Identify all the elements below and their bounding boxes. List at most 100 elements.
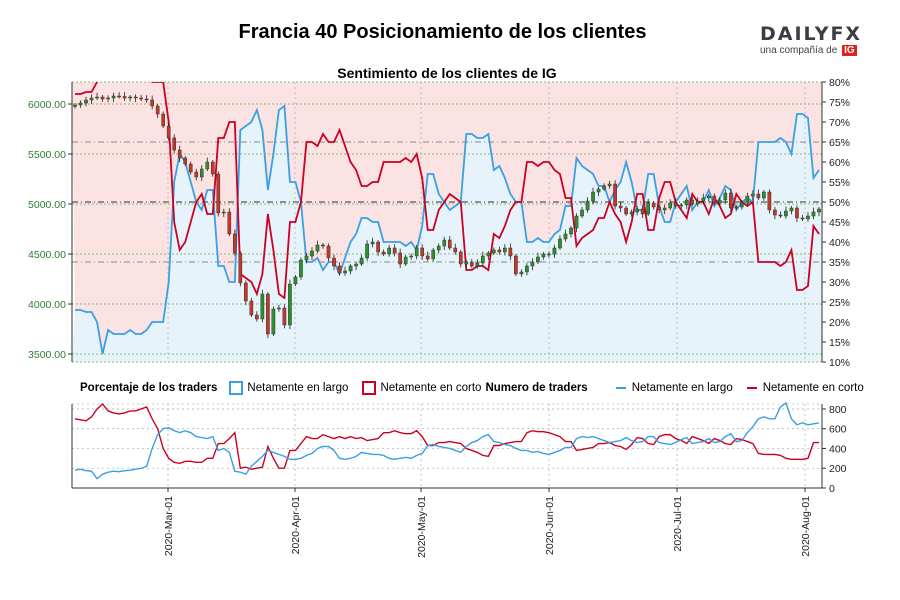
candle-body [73, 104, 77, 107]
candle-body [398, 252, 402, 265]
candle-body [806, 215, 810, 220]
price-tick-label: 4500.00 [28, 249, 66, 261]
candle-body [84, 99, 88, 104]
candle-body [403, 256, 408, 265]
legend-item-count-long: Netamente en largo [615, 382, 733, 394]
candle-body [800, 217, 805, 220]
legend-short-swatch [362, 381, 377, 395]
candle-body [547, 253, 551, 256]
candle-body [233, 233, 237, 254]
candle-body [729, 192, 733, 209]
candle-body [525, 265, 529, 273]
candle-body [662, 207, 667, 211]
pct-long-line [75, 104, 820, 355]
candle-body [381, 251, 386, 255]
x-tick-label: 2020-May-01 [416, 496, 428, 558]
pct-tick-label: 50% [829, 197, 850, 209]
candle-body [172, 137, 177, 151]
candle-body [436, 245, 441, 251]
candle-body [348, 265, 353, 272]
candle-body [756, 193, 761, 199]
pct-tick-label: 20% [829, 317, 850, 329]
candle-body [255, 314, 259, 320]
candle-body [784, 210, 788, 217]
candle-body [431, 249, 436, 260]
candle-body [563, 233, 568, 240]
candle-body [596, 188, 601, 193]
price-tick-label: 5000.00 [28, 199, 66, 211]
candle-body [210, 161, 215, 175]
chart-subtitle: Sentimiento de los clientes de IG [337, 65, 557, 81]
candle-body [464, 261, 469, 265]
long-traders-line [74, 401, 820, 480]
candle-body [536, 256, 540, 263]
legend-short-line [746, 387, 757, 389]
legend-long-line [615, 387, 626, 389]
candle-body [591, 191, 595, 202]
pct-tick-label: 30% [829, 277, 850, 289]
x-tick-label: 2020-Mar-01 [163, 496, 175, 556]
candle-body [238, 252, 243, 284]
candle-body [458, 251, 463, 265]
count-tick-label: 400 [829, 443, 847, 455]
candle-body [370, 241, 375, 245]
candle-body [629, 211, 634, 215]
candle-body [558, 238, 562, 249]
count-tick-label: 800 [829, 404, 847, 416]
candle-body [359, 257, 364, 265]
candle-body [221, 211, 226, 214]
candle-body [194, 171, 199, 178]
candle-body [646, 202, 650, 215]
candle-body [161, 113, 165, 127]
pct-tick-label: 75% [829, 97, 850, 109]
price-tick-label: 5500.00 [28, 149, 66, 161]
logo-tagline-text: una compañía de [760, 45, 838, 56]
count-tick-label: 200 [829, 463, 847, 475]
candle-body [310, 250, 314, 257]
candle-body [635, 208, 639, 213]
candle-body [111, 95, 116, 99]
candle-body [740, 202, 744, 208]
candle-body [392, 247, 397, 254]
candle-body [514, 255, 518, 275]
candle-body [475, 262, 480, 267]
candle-body [376, 241, 380, 253]
candle-body [249, 300, 254, 316]
candle-body [762, 191, 766, 199]
dailyfx-logo: DAILYFX una compañía de IG [760, 24, 870, 64]
candle-body [155, 105, 160, 115]
pct-tick-label: 45% [829, 217, 850, 229]
candle-body [326, 245, 331, 259]
legend-pct-heading: Porcentaje de los traders [80, 382, 218, 394]
candle-body [690, 199, 695, 205]
legend: Porcentaje de los traders Netamente en l… [80, 380, 868, 396]
candle-body [337, 265, 342, 274]
legend-long-swatch [229, 381, 244, 395]
long-area-fill [72, 106, 822, 362]
candle-body [321, 244, 325, 247]
candle-body [789, 207, 794, 212]
logo-tagline: una compañía de IG [760, 45, 870, 56]
candle-body [332, 257, 336, 267]
pct-tick-label: 40% [829, 237, 850, 249]
candle-body [183, 157, 188, 165]
candle-body [541, 253, 546, 258]
candle-body [420, 247, 425, 257]
candle-body [177, 149, 182, 159]
candle-body [684, 199, 689, 206]
candle-body [745, 195, 750, 204]
price-tick-label: 3500.00 [28, 349, 66, 361]
candle-body [266, 293, 270, 335]
candle-body [470, 261, 474, 267]
candle-body [414, 247, 419, 257]
candle-body [128, 96, 132, 99]
candle-body [602, 185, 606, 190]
candle-body [282, 307, 287, 326]
candle-body [144, 98, 149, 101]
candle-body [260, 293, 265, 320]
candle-body [365, 243, 369, 259]
legend-item-count-short: Netamente en corto [746, 382, 864, 394]
legend-short-label: Netamente en corto [380, 382, 482, 394]
candle-body [387, 247, 391, 255]
